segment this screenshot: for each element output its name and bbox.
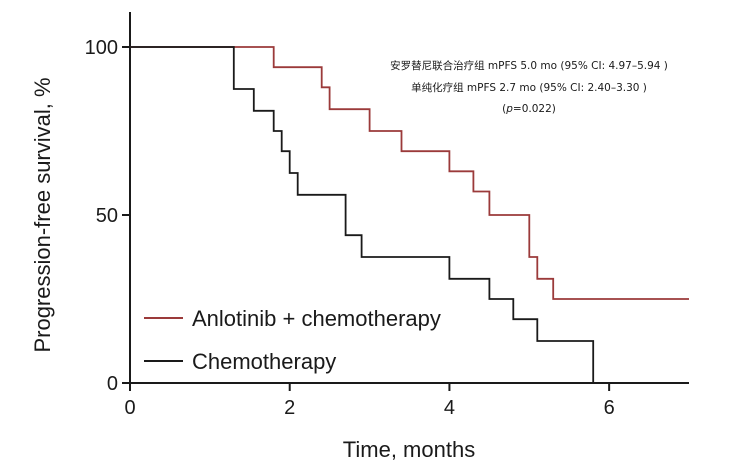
annotation-block: 安罗替尼联合治疗组 mPFS 5.0 mo (95% CI: 4.97–5.94…	[390, 59, 668, 115]
x-tick-label-0: 0	[124, 397, 135, 419]
y-tick-label-0: 0	[107, 373, 118, 395]
legend-label-chemo: Chemotherapy	[192, 349, 336, 374]
series-line-anlotinib	[130, 46, 689, 300]
annotation-p-value: (p=0.022)	[502, 103, 556, 115]
annotation-chemo-mpfs: 单纯化疗组 mPFS 2.7 mo (95% CI: 2.40–3.30 )	[411, 81, 647, 94]
y-tick-label-50: 50	[96, 205, 118, 227]
legend: Anlotinib + chemotherapy Chemotherapy	[144, 306, 441, 374]
ticks: 0 2 4 6 0 50 100	[85, 37, 615, 419]
annotation-anlotinib-mpfs: 安罗替尼联合治疗组 mPFS 5.0 mo (95% CI: 4.97–5.94…	[390, 59, 668, 72]
series-line-chemo	[130, 46, 595, 383]
annotation-p-rest: =0.022)	[513, 103, 556, 115]
y-tick-label-100: 100	[85, 37, 118, 59]
annotation-p-open: (	[502, 103, 506, 115]
x-tick-label-6: 6	[604, 397, 615, 419]
x-tick-label-2: 2	[284, 397, 295, 419]
annotation-p-symbol: p	[505, 103, 513, 115]
series-group	[130, 46, 689, 383]
y-axis-title: Progression-free survival, %	[30, 77, 55, 352]
x-tick-label-4: 4	[444, 397, 455, 419]
x-axis-title: Time, months	[343, 437, 475, 462]
legend-label-anlotinib: Anlotinib + chemotherapy	[192, 306, 441, 331]
axes	[129, 12, 689, 384]
